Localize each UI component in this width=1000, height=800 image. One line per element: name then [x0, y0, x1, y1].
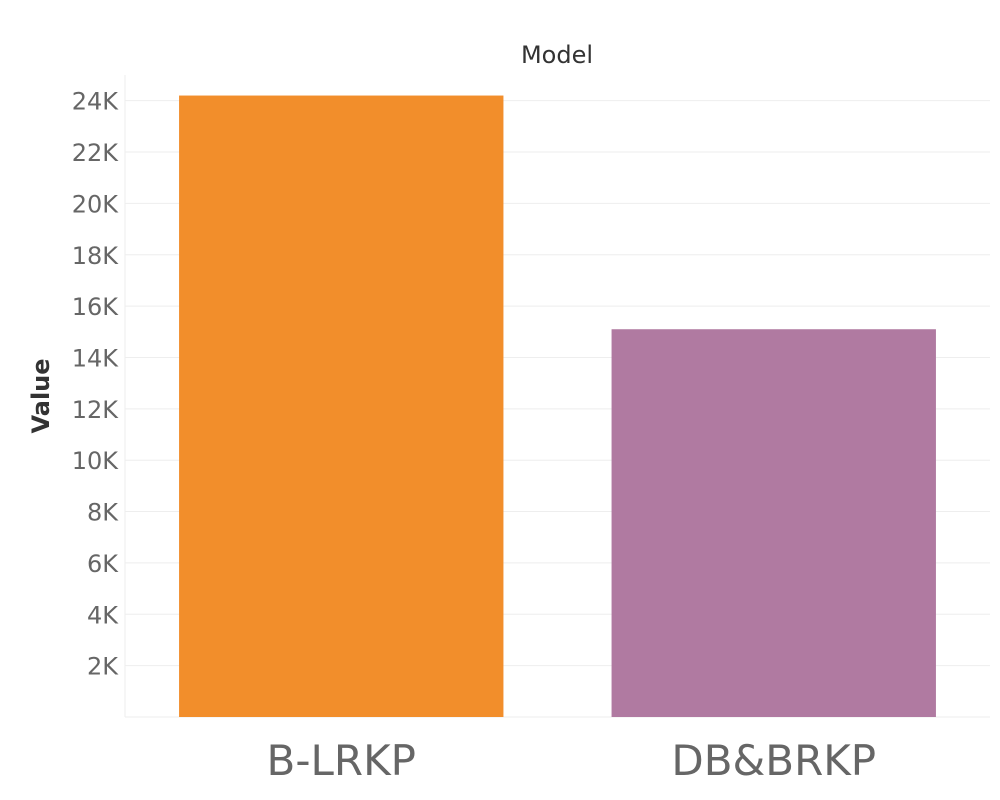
bars	[179, 95, 936, 717]
chart-title: Model	[521, 41, 593, 69]
y-tick-label: 22K	[72, 139, 120, 167]
x-tick-label: B-LRKP	[267, 736, 416, 785]
y-tick-label: 6K	[87, 550, 119, 578]
x-tick-labels: B-LRKP DB&BRKP	[267, 736, 877, 785]
bar-b-lrkp	[179, 95, 504, 717]
y-tick-label: 18K	[72, 242, 120, 270]
y-tick-label: 20K	[72, 190, 120, 218]
y-tick-label: 8K	[87, 499, 119, 527]
y-tick-label: 24K	[72, 88, 120, 116]
y-tick-label: 12K	[72, 396, 120, 424]
y-tick-label: 2K	[87, 653, 119, 681]
y-tick-label: 10K	[72, 447, 120, 475]
y-tick-label: 4K	[87, 601, 119, 629]
bar-db-brkp	[611, 329, 936, 717]
x-tick-label: DB&BRKP	[671, 736, 876, 785]
y-axis-label: Value	[27, 358, 55, 433]
y-tick-label: 14K	[72, 344, 120, 372]
y-tick-label: 16K	[72, 293, 120, 321]
y-tick-labels: 2K 4K 6K 8K 10K 12K 14K 16K 18K 20K 22K 24K	[72, 88, 120, 681]
